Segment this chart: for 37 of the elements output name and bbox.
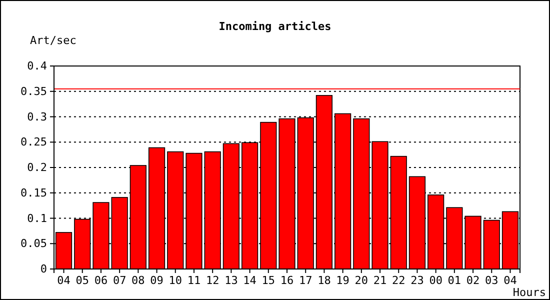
chart-title: Incoming articles <box>218 20 332 33</box>
x-tick-label: 03 <box>485 274 498 287</box>
x-tick-label: 18 <box>318 274 331 287</box>
x-tick-label: 23 <box>410 274 424 287</box>
x-tick-label: 01 <box>448 274 462 287</box>
x-tick-label: 04 <box>57 274 71 287</box>
x-tick-label: 04 <box>504 274 518 287</box>
x-tick-label: 21 <box>373 274 387 287</box>
x-tick-label: 13 <box>224 274 238 287</box>
x-tick-label: 08 <box>132 274 145 287</box>
y-tick-label: 0.25 <box>20 136 47 149</box>
x-tick-label: 02 <box>466 274 480 287</box>
y-axis-title: Art/sec <box>30 34 76 47</box>
x-tick-label: 09 <box>150 274 164 287</box>
x-tick-label: 10 <box>168 274 182 287</box>
x-tick-label: 17 <box>298 274 312 287</box>
y-tick-label: 0.2 <box>27 161 47 174</box>
x-tick-label: 16 <box>280 274 294 287</box>
x-tick-label: 12 <box>206 274 220 287</box>
y-tick-label: 0.1 <box>27 212 47 225</box>
x-tick-label: 07 <box>112 274 126 287</box>
x-tick-label: 11 <box>187 274 201 287</box>
x-axis-title: Hours <box>512 286 546 299</box>
y-tick-label: 0.15 <box>20 186 47 200</box>
y-tick-label: 0.05 <box>20 237 47 250</box>
x-tick-label: 00 <box>429 274 442 287</box>
y-tick-label: 0 <box>40 262 47 276</box>
y-tick-label: 0.3 <box>27 110 47 124</box>
x-tick-label: 06 <box>94 274 108 287</box>
x-tick-label: 19 <box>336 274 350 287</box>
x-tick-label: 14 <box>243 274 257 287</box>
x-tick-label: 20 <box>354 274 368 287</box>
x-tick-label: 15 <box>262 274 276 287</box>
x-tick-label: 22 <box>392 274 406 287</box>
x-tick-label: 05 <box>76 274 89 287</box>
y-tick-label: 0.35 <box>20 84 47 98</box>
y-tick-label: 0.4 <box>27 60 48 73</box>
